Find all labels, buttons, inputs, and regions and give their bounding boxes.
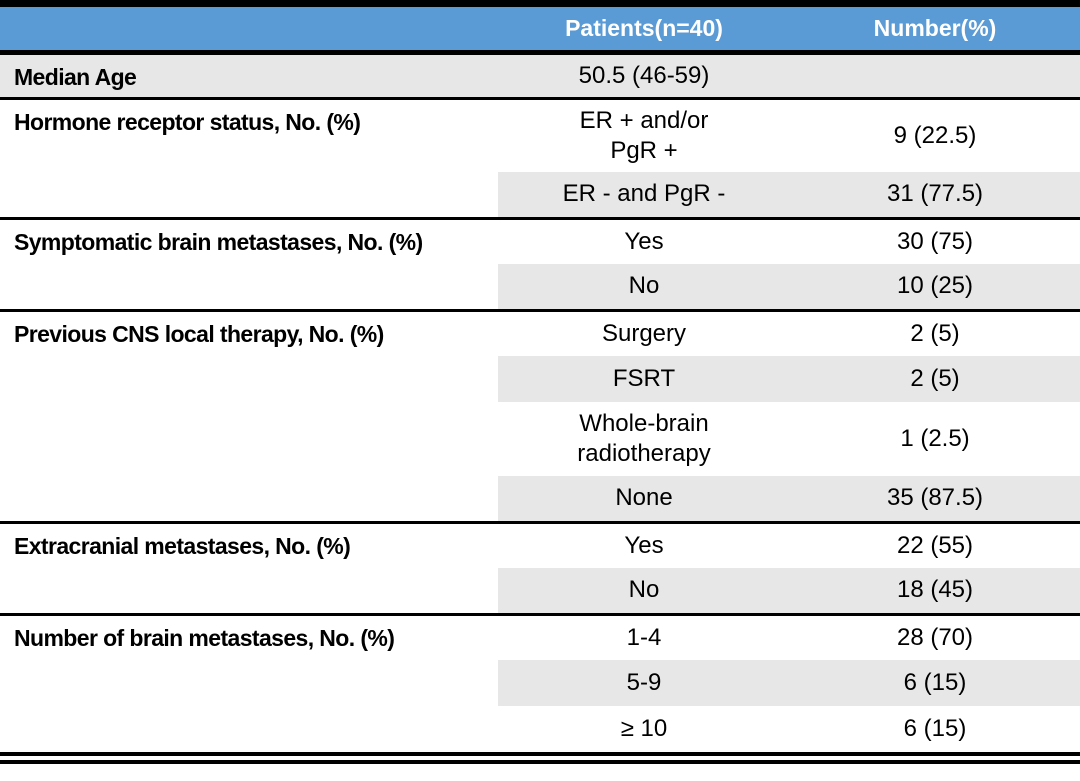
number-cell: 2 (5) — [790, 356, 1080, 402]
table-group: Median Age 50.5 (46-59) — [0, 52, 1080, 98]
number-cell: 30 (75) — [896, 227, 974, 255]
value-cell: ≥ 10 — [620, 715, 668, 742]
value-cell: 1-4 — [626, 623, 662, 651]
table-group: Hormone receptor status, No. (%) ER + and… — [0, 98, 1080, 218]
table-row: Previous CNS local therapy, No. (%) Surge… — [0, 310, 1080, 356]
number-cell: 6 (15) — [903, 715, 967, 742]
header-patients: Patients(n=40) — [565, 14, 723, 41]
number-cell: 6 (15) — [790, 660, 1080, 706]
group-label: Hormone receptor status, No. (%) — [14, 108, 361, 135]
table-row: Hormone receptor status, No. (%) ER + and… — [0, 98, 1080, 172]
table-row: Number of brain metastases, No. (%) 1-4 28… — [0, 614, 1080, 660]
number-cell: 22 (55) — [896, 531, 974, 559]
group-label: Median Age — [0, 52, 498, 98]
value-cell: Yes — [624, 227, 664, 255]
table-row: Extracranial metastases, No. (%) Yes 22 (5… — [0, 522, 1080, 568]
value-cell: No — [498, 264, 790, 310]
table-row: Whole-brain radiotherapy 1 (2.5) — [0, 402, 1080, 476]
table-row: 5-9 6 (15) — [0, 660, 1080, 706]
value-cell: Surgery — [601, 319, 687, 347]
table-group: Previous CNS local therapy, No. (%) Surge… — [0, 310, 1080, 522]
table-group: Extracranial metastases, No. (%) Yes 22 (5… — [0, 522, 1080, 614]
number-cell — [790, 52, 1080, 98]
patient-characteristics-table: Patients(n=40) Number(%) Median Age 50.5 … — [0, 0, 1080, 764]
table-row: Median Age 50.5 (46-59) — [0, 52, 1080, 98]
value-cell: 5-9 — [498, 660, 790, 706]
group-label: Previous CNS local therapy, No. (%) — [14, 320, 384, 347]
number-cell: 2 (5) — [910, 319, 960, 347]
value-cell: 50.5 (46-59) — [498, 52, 790, 98]
number-cell: 31 (77.5) — [790, 172, 1080, 218]
table-group: Number of brain metastases, No. (%) 1-4 28… — [0, 614, 1080, 752]
characteristics-table: Patients(n=40) Number(%) Median Age 50.5 … — [0, 7, 1080, 752]
number-cell: 18 (45) — [790, 568, 1080, 614]
group-label: Symptomatic brain metastases, No. (%) — [14, 228, 423, 255]
value-cell: Yes — [624, 531, 664, 559]
table-row: FSRT 2 (5) — [0, 356, 1080, 402]
table-row: ER - and PgR -31 (77.5) — [0, 172, 1080, 218]
value-cell: No — [498, 568, 790, 614]
table-row: No 18 (45) — [0, 568, 1080, 614]
number-cell: 28 (70) — [896, 623, 974, 651]
group-label: Extracranial metastases, No. (%) — [14, 532, 351, 559]
header-row: Patients(n=40) Number(%) — [0, 7, 1080, 52]
number-cell: 35 (87.5) — [790, 476, 1080, 522]
header-empty-cell — [0, 7, 498, 52]
table-row: No 10 (25) — [0, 264, 1080, 310]
value-cell: ER - and PgR - — [498, 172, 790, 218]
table-row: ≥ 10 6 (15) — [0, 706, 1080, 752]
number-cell: 10 (25) — [790, 264, 1080, 310]
number-cell: 9 (22.5) — [893, 121, 977, 149]
value-cell: Whole-brain radiotherapy — [577, 410, 711, 467]
value-cell: FSRT — [498, 356, 790, 402]
table-row: Symptomatic brain metastases, No. (%) Yes… — [0, 218, 1080, 264]
table-group: Symptomatic brain metastases, No. (%) Yes… — [0, 218, 1080, 310]
value-cell: None — [498, 476, 790, 522]
value-cell: ER + and/or PgR + — [579, 106, 709, 164]
group-label: Number of brain metastases, No. (%) — [14, 624, 395, 651]
table-header: Patients(n=40) Number(%) — [0, 7, 1080, 52]
header-number: Number(%) — [873, 14, 997, 41]
number-cell: 1 (2.5) — [900, 425, 970, 452]
table-row: None 35 (87.5) — [0, 476, 1080, 522]
